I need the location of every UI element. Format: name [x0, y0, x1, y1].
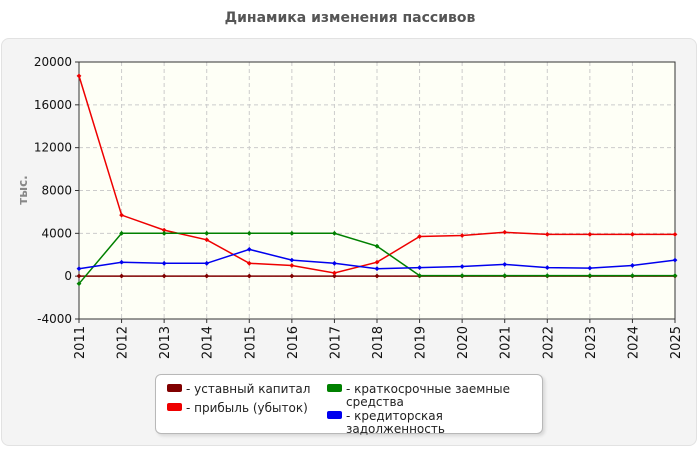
data-point — [587, 232, 593, 237]
x-tick-label: 2014 — [201, 326, 216, 359]
data-point — [459, 264, 465, 269]
data-point — [587, 265, 593, 271]
y-tick-label: 4000 — [41, 226, 72, 240]
data-point — [459, 273, 465, 279]
x-tick-label: 2013 — [158, 326, 173, 359]
x-tick-label: 2018 — [371, 326, 386, 359]
data-point — [246, 260, 252, 266]
data-point — [76, 266, 82, 272]
data-point — [374, 259, 380, 265]
data-point — [246, 273, 252, 279]
data-point — [204, 273, 210, 279]
data-point — [332, 273, 337, 279]
data-point — [502, 273, 508, 279]
x-tick-label: 2022 — [541, 326, 556, 359]
x-tick-label: 2023 — [584, 326, 599, 359]
x-tick-label: 2019 — [414, 326, 429, 359]
chart-legend: - уставный капитал - прибыль (убыток) - кр… — [155, 374, 543, 436]
x-tick-label: 2012 — [116, 326, 131, 359]
data-point — [289, 257, 295, 263]
data-point — [289, 273, 295, 279]
data-point — [119, 273, 124, 279]
data-point — [332, 230, 337, 236]
plot-frame — [78, 61, 676, 320]
legend-swatch — [167, 403, 182, 411]
data-point — [204, 237, 210, 243]
data-point — [630, 232, 635, 237]
x-tick-label: 2017 — [328, 326, 343, 359]
legend-label: - прибыль (убыток) — [186, 401, 308, 415]
y-tick-label: 0 — [64, 269, 72, 283]
x-tick-label: 2016 — [286, 326, 301, 359]
y-tick-label: 8000 — [41, 184, 72, 198]
y-tick-label: 12000 — [34, 141, 72, 155]
data-point — [374, 243, 380, 249]
data-point — [119, 212, 124, 218]
data-point — [587, 273, 593, 279]
y-axis-label: тыс. — [16, 175, 30, 204]
x-tick-label: 2024 — [626, 326, 641, 359]
x-tick-label: 2015 — [243, 326, 258, 359]
data-point — [204, 230, 210, 236]
data-point — [374, 273, 380, 279]
data-point — [417, 273, 422, 279]
data-point — [161, 227, 167, 233]
data-point — [119, 259, 124, 265]
data-point — [417, 265, 422, 270]
data-point — [502, 261, 508, 267]
x-tick-label: 2011 — [73, 326, 88, 359]
x-tick-label: 2025 — [669, 326, 684, 359]
data-point — [374, 266, 380, 272]
legend-label: - уставный капитал — [186, 382, 311, 396]
data-point — [161, 260, 167, 266]
data-point — [119, 230, 124, 236]
data-point — [76, 73, 82, 79]
data-point — [289, 263, 295, 268]
data-point — [289, 230, 295, 236]
data-point — [204, 260, 210, 266]
data-point — [332, 270, 337, 276]
data-point — [161, 273, 167, 279]
legend-label: - кредиторская задолженность — [346, 409, 445, 436]
data-point — [672, 257, 678, 263]
y-tick-label: 20000 — [34, 55, 72, 69]
data-point — [459, 233, 465, 238]
data-point — [76, 273, 82, 279]
legend-swatch — [327, 411, 342, 419]
data-point — [417, 234, 422, 239]
legend-label: - краткосрочные заемные средства — [346, 382, 510, 409]
data-point — [672, 232, 678, 237]
data-point — [630, 263, 635, 268]
legend-swatch — [167, 384, 182, 392]
data-point — [246, 246, 252, 252]
x-tick-label: 2020 — [456, 326, 471, 359]
data-point — [246, 230, 252, 236]
data-point — [672, 273, 678, 279]
data-point — [544, 273, 550, 279]
data-point — [544, 265, 550, 270]
y-tick-label: -4000 — [37, 312, 72, 326]
data-point — [161, 230, 167, 236]
legend-swatch — [327, 384, 342, 392]
data-point — [76, 281, 82, 287]
data-point — [630, 273, 635, 279]
data-point — [544, 232, 550, 237]
data-point — [332, 260, 337, 266]
y-tick-label: 16000 — [34, 98, 72, 112]
data-point — [502, 229, 508, 235]
chart-title: Динамика изменения пассивов — [224, 10, 476, 26]
x-tick-label: 2021 — [499, 326, 514, 359]
